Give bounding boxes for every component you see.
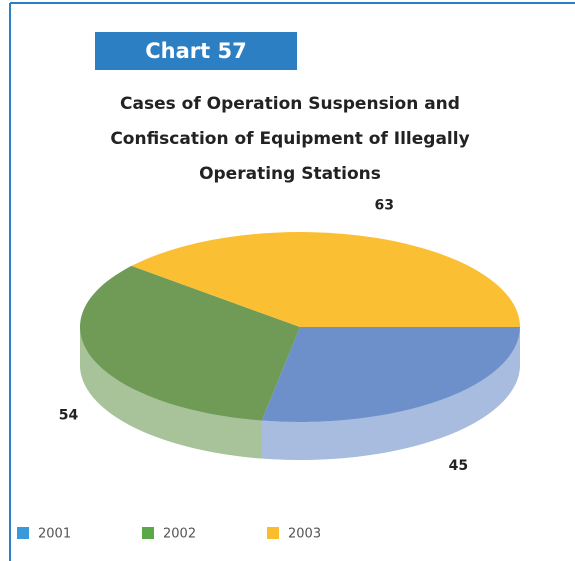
pie-side [261,327,520,460]
pie-slice [261,327,520,422]
header-box [95,32,297,70]
legend-label: 2002 [163,527,196,542]
pie-side-shade [80,327,262,459]
pie-slice [131,232,521,327]
header: Chart 57 [145,39,246,63]
pie-slice [79,265,300,421]
chart-title: Cases of Operation Suspension and [120,94,460,114]
legend-label: 2003 [288,527,321,542]
chart-title: Confiscation of Equipment of Illegally [110,129,469,149]
data-label: 45 [449,458,468,474]
data-label: 63 [375,197,394,213]
legend-swatch [267,527,279,539]
legend-swatch [17,527,29,539]
pie-side [80,327,262,459]
pie-side-shade [261,327,520,460]
chart-title: Operating Stations [199,164,381,184]
legend-swatch [142,527,154,539]
legend-label: 2001 [38,527,71,542]
data-label: 54 [59,408,79,424]
